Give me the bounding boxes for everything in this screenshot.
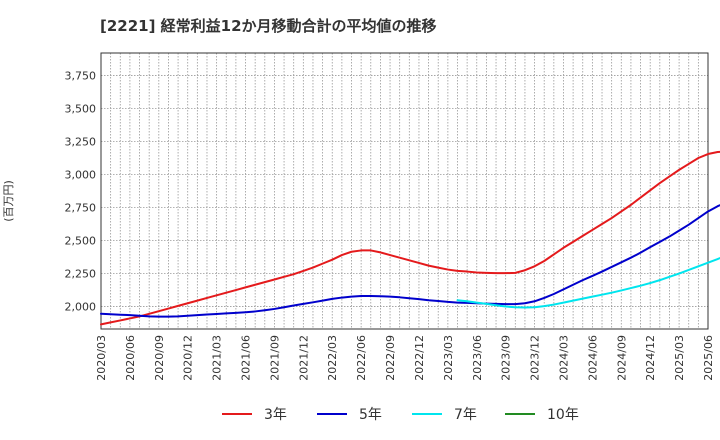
x-tick-label: 2020/09: [153, 335, 166, 381]
legend-label: 3年: [264, 407, 287, 423]
y-axis-label: (百万円): [2, 180, 15, 222]
legend-label: 10年: [547, 407, 579, 423]
x-tick-label: 2021/03: [211, 335, 224, 381]
x-tick-label: 2024/12: [644, 335, 657, 381]
legend-label: 7年: [454, 407, 477, 423]
x-tick-label: 2023/06: [471, 335, 484, 381]
y-tick-label: 2,500: [65, 235, 97, 248]
x-tick-label: 2024/06: [586, 335, 599, 381]
y-tick-label: 3,500: [65, 102, 97, 115]
x-tick-label: 2023/03: [442, 335, 455, 381]
x-tick-label: 2022/09: [384, 335, 397, 381]
x-tick-label: 2020/06: [124, 335, 137, 381]
x-tick-label: 2022/12: [413, 335, 426, 381]
x-tick-label: 2020/03: [95, 335, 108, 381]
series-group: [100, 150, 720, 326]
y-tick-label: 3,000: [65, 168, 97, 181]
series-line-7年: [456, 257, 720, 309]
x-tick-label: 2021/06: [240, 335, 253, 381]
legend: 3年 5年 7年 10年: [222, 407, 579, 423]
x-tick-label: 2023/09: [500, 335, 513, 381]
series-line-3年: [100, 150, 720, 326]
x-tick-label: 2022/06: [355, 335, 368, 381]
y-tick-label: 3,750: [65, 69, 97, 82]
x-tick-label: 2024/09: [615, 335, 628, 381]
chart-title: [2221] 経常利益12か月移動合計の平均値の推移: [100, 17, 437, 35]
y-ticks: 2,000 2,250 2,500 2,750 3,000 3,250 3,500 3,750: [65, 69, 97, 313]
plot-frame: [100, 52, 709, 330]
y-tick-label: 2,000: [65, 301, 97, 314]
y-tick-label: 3,250: [65, 135, 97, 148]
y-tick-label: 2,250: [65, 268, 97, 281]
x-tick-label: 2023/12: [529, 335, 542, 381]
legend-label: 5年: [359, 407, 382, 423]
y-tick-label: 2,750: [65, 202, 97, 215]
x-tick-label: 2020/12: [182, 335, 195, 381]
x-tick-label: 2025/03: [673, 335, 686, 381]
x-tick-label: 2021/12: [297, 335, 310, 381]
x-tick-label: 2021/09: [268, 335, 281, 381]
series-line-5年: [100, 204, 720, 318]
x-tick-label: 2024/03: [557, 335, 570, 381]
x-ticks: 2020/03 2020/06 2020/09 2020/12 2021/03 2021/…: [95, 335, 715, 381]
x-tick-label: 2025/06: [702, 335, 715, 381]
grid: [101, 53, 708, 329]
x-tick-label: 2022/03: [326, 335, 339, 381]
